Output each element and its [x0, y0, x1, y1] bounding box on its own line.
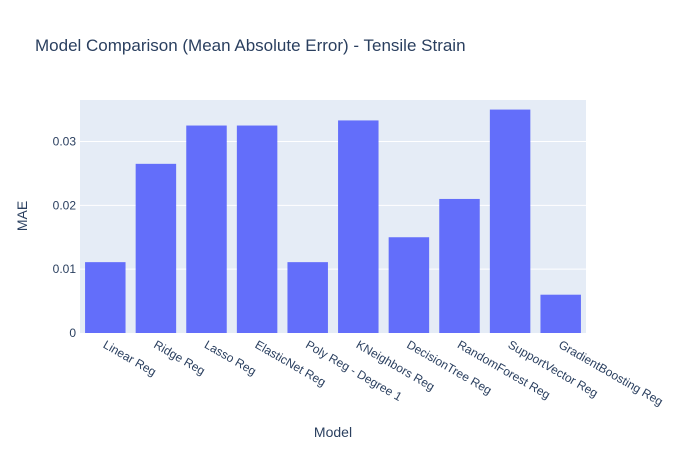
- bar: [135, 163, 177, 333]
- y-tick-label: 0.01: [53, 262, 77, 276]
- bar: [388, 237, 430, 333]
- bar: [85, 262, 126, 333]
- bar: [439, 198, 480, 333]
- bar: [287, 262, 328, 333]
- y-axis-title: MAE: [14, 201, 30, 231]
- bar: [236, 125, 278, 334]
- y-tick-label: 0.02: [53, 198, 77, 212]
- bar: [338, 120, 379, 333]
- bar: [540, 294, 581, 333]
- x-axis-title: Model: [314, 424, 352, 440]
- y-axis-ticks: 0 0.01 0.02 0.03: [53, 134, 77, 340]
- bar: [186, 125, 227, 334]
- y-tick-label: 0: [69, 326, 76, 340]
- bar: [489, 109, 531, 333]
- bars: [85, 109, 581, 334]
- y-tick-label: 0.03: [53, 134, 77, 148]
- chart-title: Model Comparison (Mean Absolute Error) -…: [35, 36, 466, 55]
